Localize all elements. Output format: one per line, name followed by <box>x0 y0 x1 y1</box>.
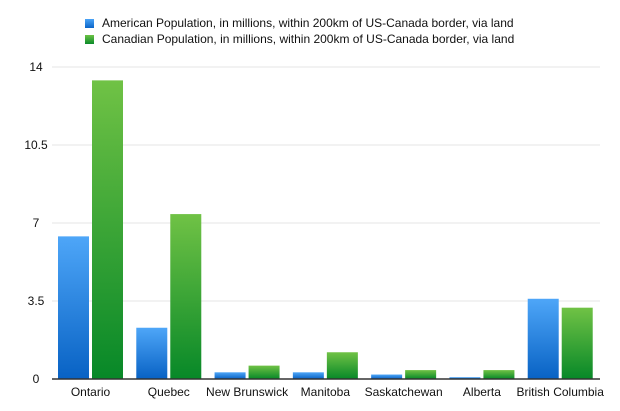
x-tick-label: Alberta <box>463 385 501 399</box>
x-tick-label: New Brunswick <box>206 385 289 399</box>
x-tick-label: Ontario <box>71 385 111 399</box>
x-tick-label: Quebec <box>148 385 190 399</box>
bar-american <box>58 236 89 379</box>
legend-label-canadian: Canadian Population, in millions, within… <box>102 32 515 46</box>
legend: American Population, in millions, within… <box>85 15 514 47</box>
x-tick-label: British Columbia <box>517 385 605 399</box>
y-tick-label: 3.5 <box>28 294 45 308</box>
bar-canadian <box>170 214 202 379</box>
bar-canadian <box>561 307 593 379</box>
bar-canadian <box>405 370 437 379</box>
legend-swatch-canadian <box>85 34 94 44</box>
bar-american <box>371 374 403 379</box>
y-tick-label: 7 <box>33 216 40 230</box>
bar-american <box>527 298 559 379</box>
y-tick-label: 10.5 <box>24 138 48 152</box>
x-tick-label: Manitoba <box>301 385 351 399</box>
bar-american <box>136 327 168 379</box>
legend-swatch-american <box>85 18 94 28</box>
y-tick-label: 0 <box>33 372 40 386</box>
bar-canadian <box>248 365 280 379</box>
x-tick-label: Saskatchewan <box>365 385 443 399</box>
legend-item-american: American Population, in millions, within… <box>85 15 514 31</box>
bar-canadian <box>483 370 515 379</box>
bar-american <box>449 377 481 379</box>
bar-canadian <box>326 352 358 379</box>
bar-canadian <box>92 80 123 379</box>
bar-american <box>214 372 246 379</box>
legend-label-american: American Population, in millions, within… <box>102 16 514 30</box>
legend-item-canadian: Canadian Population, in millions, within… <box>85 31 514 47</box>
y-tick-label: 14 <box>29 60 43 74</box>
bar-american <box>292 372 324 379</box>
